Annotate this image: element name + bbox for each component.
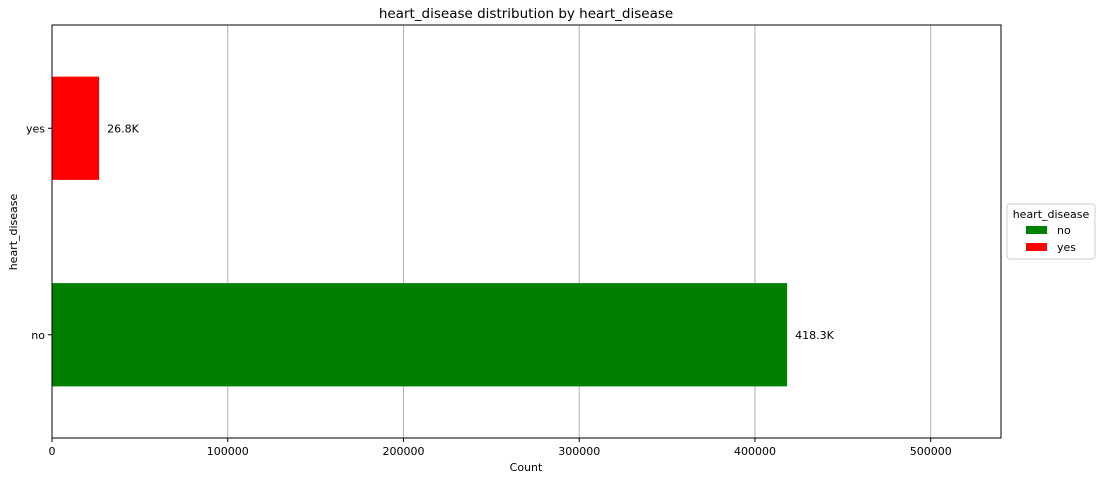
legend-title: heart_disease: [1013, 208, 1090, 221]
legend-swatch-no: [1026, 226, 1047, 234]
x-axis-ticks: 0 100000 200000 300000 400000 500000: [49, 438, 952, 458]
data-labels: 418.3K 26.8K: [107, 122, 835, 342]
x-tick-label: 400000: [734, 445, 776, 458]
y-axis-ticks: no yes: [26, 122, 52, 342]
legend-swatch-yes: [1026, 243, 1047, 251]
data-label-no: 418.3K: [795, 329, 834, 342]
data-label-yes: 26.8K: [107, 122, 139, 135]
legend-label-yes: yes: [1057, 241, 1076, 254]
plot-frame: [51, 24, 1002, 439]
chart-title: heart_disease distribution by heart_dise…: [379, 6, 673, 22]
bar-no: [52, 283, 788, 387]
x-tick-label: 500000: [910, 445, 952, 458]
legend-label-no: no: [1057, 224, 1071, 237]
legend-entries: no yes: [1026, 224, 1076, 254]
x-tick-label: 300000: [558, 445, 600, 458]
y-tick-label-yes: yes: [26, 122, 45, 135]
y-tick-label-no: no: [31, 329, 45, 342]
y-axis-label: heart_disease: [7, 193, 20, 270]
x-tick-label: 100000: [207, 445, 249, 458]
bars: [52, 76, 788, 387]
x-tick-label: 0: [49, 445, 56, 458]
x-tick-label: 200000: [382, 445, 424, 458]
bar-yes: [52, 76, 100, 180]
legend: heart_disease no yes: [1006, 203, 1096, 260]
x-axis-label: Count: [510, 461, 543, 474]
